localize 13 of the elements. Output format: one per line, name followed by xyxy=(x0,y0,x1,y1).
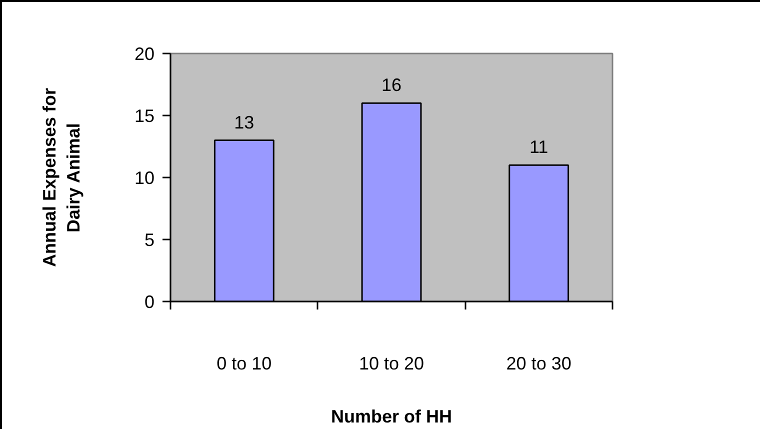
x-axis-title: Number of HH xyxy=(331,406,452,426)
data-label: 13 xyxy=(234,112,254,132)
x-tick-label: 20 to 30 xyxy=(506,354,572,374)
y-tick-label: 15 xyxy=(134,106,155,126)
data-label: 16 xyxy=(381,75,402,96)
y-tick-label: 20 xyxy=(134,44,155,64)
y-tick-label: 10 xyxy=(134,168,155,188)
data-label: 11 xyxy=(529,137,548,158)
y-axis-title: Annual Expenses for Dairy Animal xyxy=(39,88,84,268)
x-tick-label: 0 to 10 xyxy=(216,354,272,374)
y-tick-label: 5 xyxy=(144,230,155,250)
y-tick-label: 0 xyxy=(144,292,155,312)
x-tick-label: 10 to 20 xyxy=(358,354,424,374)
